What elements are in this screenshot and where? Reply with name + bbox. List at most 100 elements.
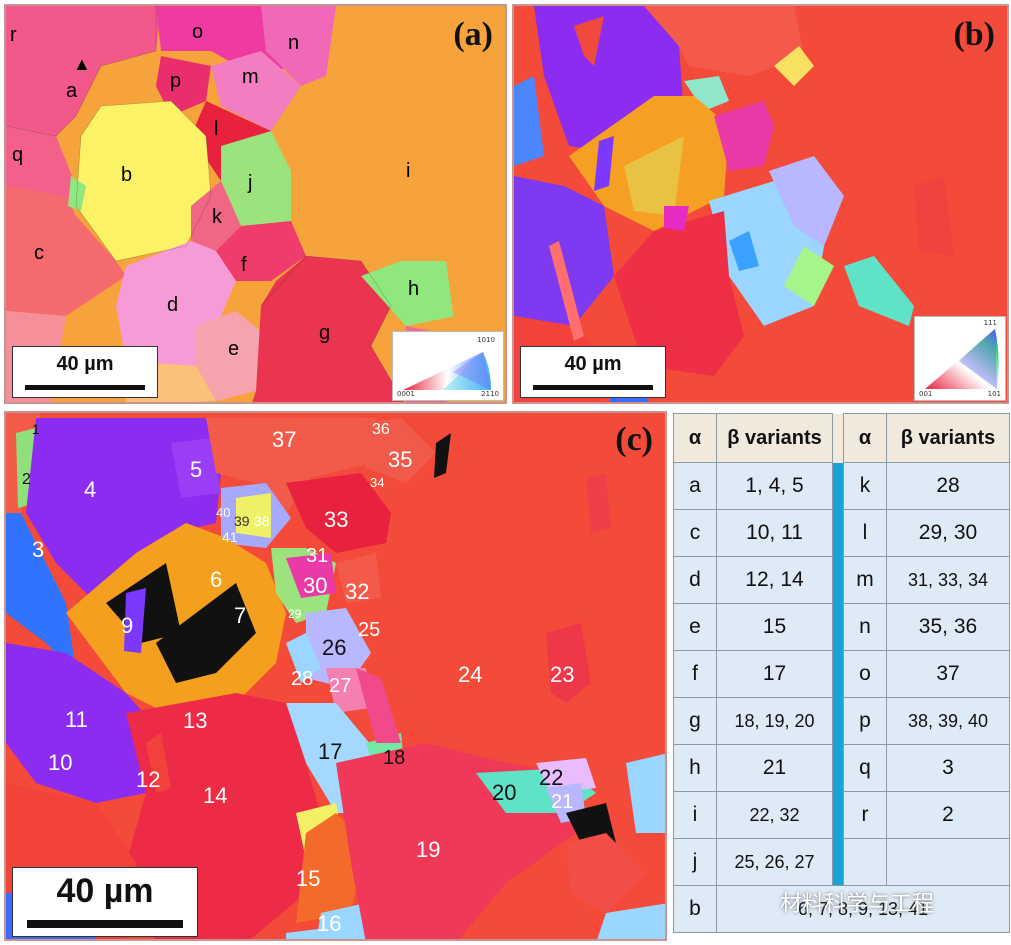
grain-label-22: 22 xyxy=(539,765,564,790)
alpha-cell: e xyxy=(673,603,717,651)
panel-b-label: (b) xyxy=(953,16,995,53)
grain-label-15: 15 xyxy=(296,866,321,891)
beta-cell xyxy=(886,838,1010,886)
grain-label-p: p xyxy=(170,70,182,92)
beta-cell: 29, 30 xyxy=(886,509,1010,557)
panel-b-scale-bar: 40 µm xyxy=(520,346,666,398)
column-separator xyxy=(832,509,844,557)
beta-cell: 2 xyxy=(886,791,1010,839)
panel-c: (c) 1 37 36 2 4 5 35 34 40 39 38 33 3 41… xyxy=(4,411,667,941)
beta-cell: 25, 26, 27 xyxy=(716,838,833,886)
panel-a-scale-bar: 40 µm xyxy=(12,346,158,398)
panel-b-ipf-legend: 111 001 101 xyxy=(914,316,1006,401)
table-row: b 6, 7, 8, 9, 13, 41 xyxy=(673,885,1010,933)
grain-label-41: 41 xyxy=(222,529,238,545)
grain-label-5: 5 xyxy=(190,457,203,482)
alpha-cell: i xyxy=(673,791,717,839)
alpha-cell: a xyxy=(673,462,717,510)
ipf-left-label: 0001 xyxy=(397,390,415,398)
grain-label-k: k xyxy=(212,206,222,228)
header-alpha-1: α xyxy=(673,413,717,463)
column-separator xyxy=(832,838,844,886)
ipf-top-label: 1010 xyxy=(477,336,495,344)
grain-label-38: 38 xyxy=(254,513,270,529)
panel-a: (a) r o n ▲ a p m q l i b j k c f h d g … xyxy=(4,4,507,404)
scale-bar-text: 40 µm xyxy=(564,353,622,375)
grain-label-8: 8 xyxy=(152,591,164,613)
column-separator xyxy=(832,697,844,745)
grain-label-23: 23 xyxy=(550,662,575,687)
beta-cell: 12, 14 xyxy=(716,556,833,604)
grain-label-h: h xyxy=(408,278,420,300)
grain-label-21: 21 xyxy=(551,791,574,813)
grain-label-34: 34 xyxy=(370,475,385,490)
ipf-triangle-icon xyxy=(925,329,999,389)
table-row: c 10, 11 l 29, 30 xyxy=(673,509,1010,557)
grain-label-32: 32 xyxy=(345,579,370,604)
table-row: e 15 n 35, 36 xyxy=(673,603,1010,651)
scale-bar-line xyxy=(533,385,653,390)
grain-label-24: 24 xyxy=(458,662,483,687)
grain-label-e: e xyxy=(228,338,240,360)
alpha-cell: o xyxy=(843,650,887,698)
grain-label-1: 1 xyxy=(32,421,40,437)
grain-label-3: 3 xyxy=(32,537,45,562)
grain-label-19: 19 xyxy=(416,837,441,862)
alpha-cell: j xyxy=(673,838,717,886)
alpha-cell xyxy=(843,838,887,886)
column-separator xyxy=(832,791,844,839)
beta-cell: 15 xyxy=(716,603,833,651)
grain-label-26: 26 xyxy=(322,635,347,660)
beta-cell: 3 xyxy=(886,744,1010,792)
scale-bar-line xyxy=(27,920,183,928)
alpha-cell: r xyxy=(843,791,887,839)
grain-label-g: g xyxy=(319,322,331,344)
scale-bar-text: 40 µm xyxy=(56,872,154,910)
alpha-cell: l xyxy=(843,509,887,557)
table-row: g 18, 19, 20 p 38, 39, 40 xyxy=(673,697,1010,745)
grain-label-29: 29 xyxy=(288,607,302,621)
column-separator xyxy=(832,413,844,463)
ipf-right-label: 101 xyxy=(987,390,1001,398)
table-header-row: α β variants α β variants xyxy=(673,413,1010,463)
alpha-cell: n xyxy=(843,603,887,651)
column-separator xyxy=(832,744,844,792)
alpha-cell: b xyxy=(673,885,717,933)
grain-label-37: 37 xyxy=(272,427,297,452)
grain-label-l: l xyxy=(214,118,219,140)
alpha-cell: g xyxy=(673,697,717,745)
grain-label-o: o xyxy=(192,21,204,43)
alpha-cell: m xyxy=(843,556,887,604)
ipf-triangle-icon xyxy=(403,352,492,390)
panel-c-label: (c) xyxy=(615,421,653,458)
header-beta-1: β variants xyxy=(716,413,833,463)
grain-label-31: 31 xyxy=(306,545,329,567)
grain-label-13: 13 xyxy=(183,708,208,733)
grain-label-35: 35 xyxy=(388,447,413,472)
table-row: j 25, 26, 27 xyxy=(673,838,1010,886)
grain-label-20: 20 xyxy=(492,780,517,805)
grain-label-16: 16 xyxy=(317,911,342,936)
grain-label-40: 40 xyxy=(216,505,231,520)
beta-cell: 31, 33, 34 xyxy=(886,556,1010,604)
grain-label-4: 4 xyxy=(84,477,97,502)
grain-label-14: 14 xyxy=(203,783,228,808)
grain-label-f: f xyxy=(241,254,247,276)
ipf-left-label: 001 xyxy=(919,390,933,398)
grain-label-25: 25 xyxy=(358,619,381,641)
table-row: h 21 q 3 xyxy=(673,744,1010,792)
table-row: i 22, 32 r 2 xyxy=(673,791,1010,839)
panel-a-ipf-legend: 1010 0001 2110 xyxy=(392,331,504,401)
grain-label-17: 17 xyxy=(318,739,343,764)
alpha-cell: q xyxy=(843,744,887,792)
beta-cell: 18, 19, 20 xyxy=(716,697,833,745)
beta-cell: 37 xyxy=(886,650,1010,698)
grain-label-a: a xyxy=(66,80,78,102)
column-separator xyxy=(832,462,844,510)
alpha-cell: c xyxy=(673,509,717,557)
ipf-top-label: 111 xyxy=(983,319,997,327)
grain-label-36: 36 xyxy=(372,421,390,438)
table-row: f 17 o 37 xyxy=(673,650,1010,698)
grain-label-33: 33 xyxy=(324,507,349,532)
beta-cell: 10, 11 xyxy=(716,509,833,557)
